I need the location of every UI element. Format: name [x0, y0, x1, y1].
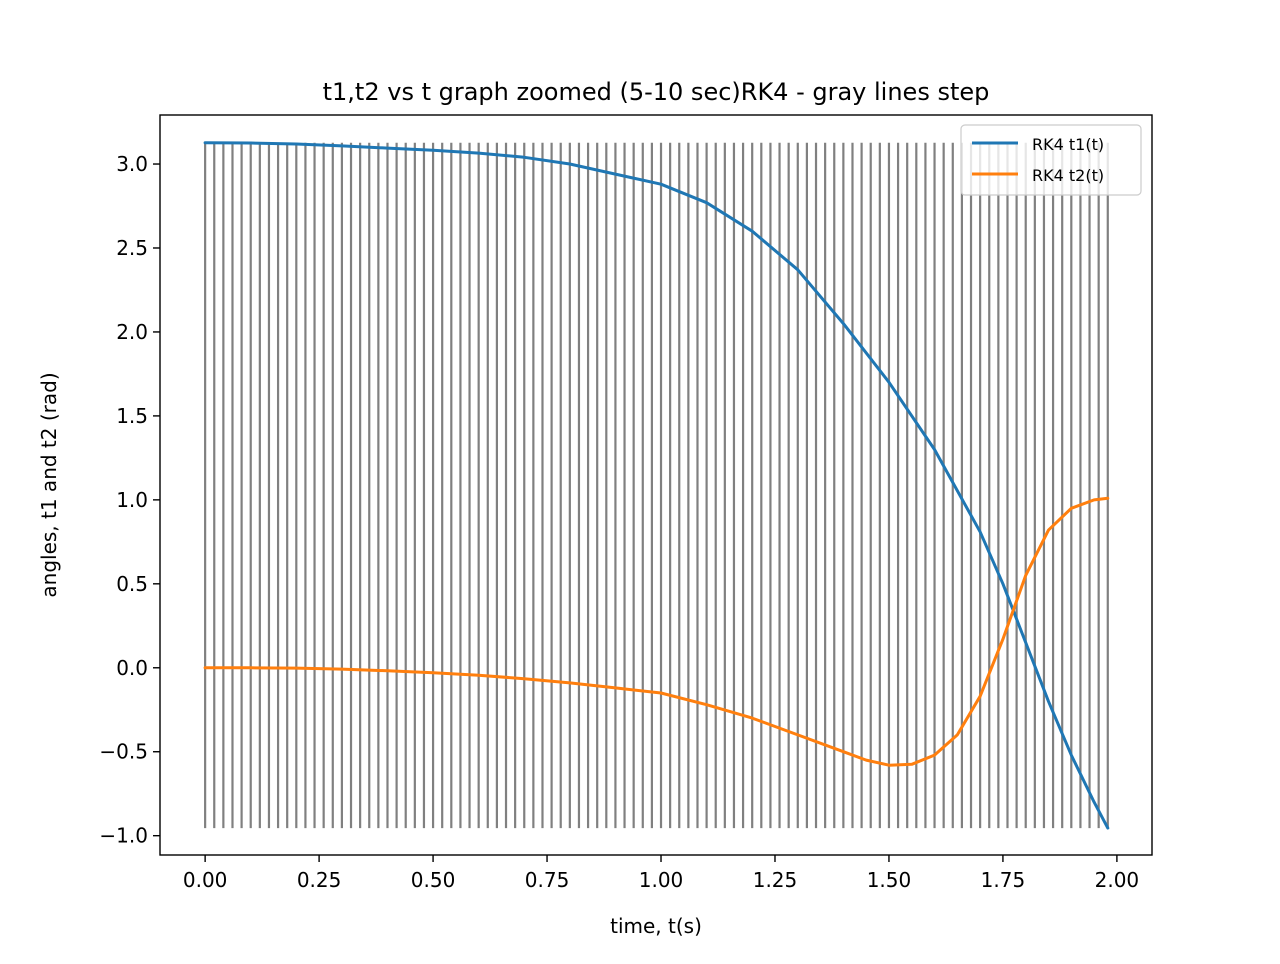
x-tick-label: 1.25 — [753, 868, 798, 892]
legend: RK4 t1(t) RK4 t2(t) — [960, 124, 1142, 196]
x-tick-label: 0.50 — [411, 868, 456, 892]
y-tick-label: −1.0 — [99, 824, 148, 848]
x-axis-label: time, t(s) — [610, 914, 702, 938]
x-tick-label: 0.75 — [525, 868, 570, 892]
step-lines — [204, 142, 1109, 829]
y-tick-label: 2.5 — [116, 236, 148, 260]
chart-title: t1,t2 vs t graph zoomed (5-10 sec)RK4 - … — [323, 78, 990, 106]
series-line-t2 — [203, 496, 1110, 767]
y-axis-ticks: −1.0 −0.5 0.0 0.5 1.0 1.5 2.0 2.5 3.0 — [99, 152, 160, 848]
legend-label-t2: RK4 t2(t) — [1032, 166, 1104, 185]
series-line-t1 — [203, 141, 1110, 830]
y-tick-label: 2.0 — [116, 320, 148, 344]
series-layer — [203, 141, 1110, 830]
x-tick-label: 1.00 — [639, 868, 684, 892]
y-tick-label: 0.0 — [116, 656, 148, 680]
y-axis-label: angles, t1 and t2 (rad) — [37, 372, 61, 597]
x-tick-label: 1.75 — [981, 868, 1026, 892]
x-tick-label: 0.00 — [183, 868, 228, 892]
y-tick-label: 1.0 — [116, 488, 148, 512]
x-tick-label: 2.00 — [1095, 868, 1140, 892]
y-tick-label: −0.5 — [99, 740, 148, 764]
plot-frame — [159, 114, 1153, 856]
x-tick-label: 0.25 — [297, 868, 342, 892]
legend-label-t1: RK4 t1(t) — [1032, 135, 1104, 154]
x-tick-label: 1.50 — [867, 868, 912, 892]
y-tick-label: 1.5 — [116, 404, 148, 428]
y-tick-label: 3.0 — [116, 152, 148, 176]
x-axis-ticks: 0.00 0.25 0.50 0.75 1.00 1.25 1.50 1.75 2.00 — [183, 855, 1139, 892]
y-tick-label: 0.5 — [116, 572, 148, 596]
